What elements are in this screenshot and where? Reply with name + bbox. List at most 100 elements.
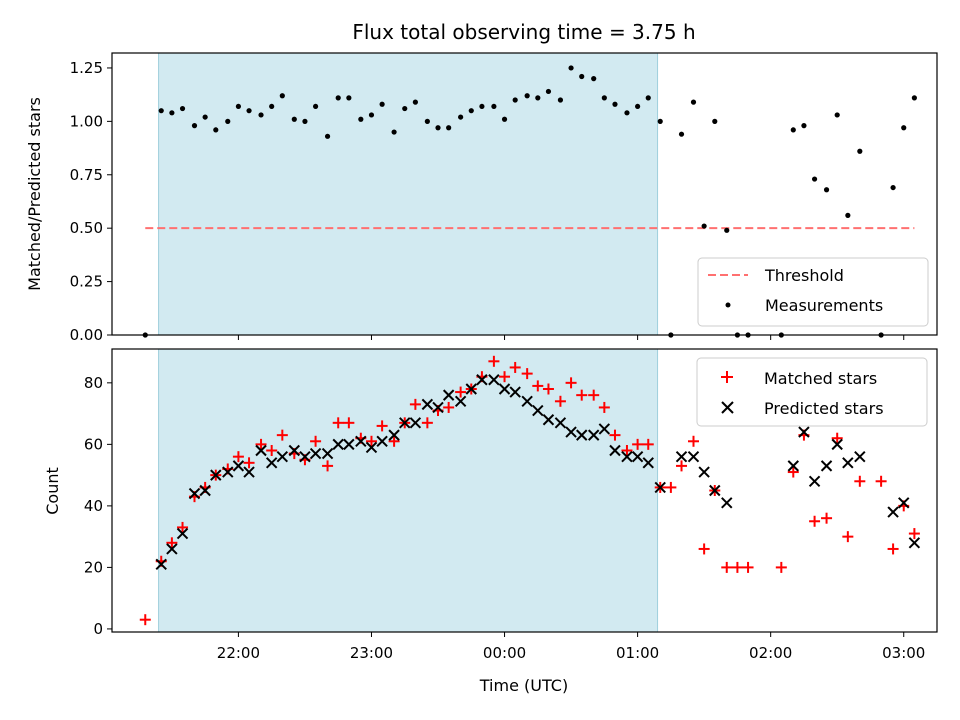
predicted-star-point-10 [265, 457, 278, 469]
matched-star-point-50 [698, 543, 710, 555]
matched-star-point-66 [908, 528, 920, 540]
legend-predicted-swatch [721, 401, 734, 414]
matched-star-point-28 [455, 386, 467, 398]
top-chart-title: Flux total observing time = 3.75 h [352, 20, 695, 44]
bottom-ytick-label-3: 60 [84, 435, 103, 453]
predicted-star-point-24 [421, 398, 434, 411]
predicted-star-point-29 [476, 374, 488, 386]
predicted-star-point-7 [232, 460, 245, 472]
measurement-point-26 [435, 125, 441, 131]
measurement-point-9 [246, 108, 252, 114]
top-legend: Threshold Measurements [697, 257, 929, 327]
predicted-star-point-39 [587, 429, 600, 441]
predicted-star-point-27 [454, 395, 467, 408]
predicted-star-point-18 [355, 435, 367, 447]
predicted-star-point-31 [498, 383, 511, 395]
measurement-point-48 [678, 131, 685, 137]
measurement-point-29 [468, 108, 474, 114]
matched-star-point-12 [276, 429, 288, 441]
measurement-point-33 [512, 97, 518, 103]
bottom-legend: Matched stars Predicted stars [696, 357, 928, 427]
predicted-star-point-53 [808, 475, 821, 487]
matched-star-point-58 [809, 515, 821, 527]
measurement-point-43 [624, 110, 630, 116]
measurement-point-51 [712, 118, 718, 124]
predicted-star-point-43 [631, 450, 644, 463]
predicted-star-point-2 [176, 527, 189, 540]
measurement-point-34 [524, 93, 530, 99]
matched-star-point-8 [232, 451, 244, 463]
predicted-star-point-40 [598, 423, 611, 435]
matched-star-point-18 [343, 417, 355, 429]
bottom-ytick-label-0: 0 [93, 620, 103, 638]
predicted-star-point-19 [365, 441, 378, 454]
matched-star-point-64 [887, 543, 899, 555]
measurement-point-1 [158, 108, 164, 114]
matched-star-point-27 [443, 401, 455, 413]
predicted-star-point-20 [376, 435, 388, 447]
matched-star-point-21 [376, 420, 388, 432]
matched-star-point-17 [332, 417, 344, 429]
predicted-star-point-3 [188, 487, 201, 500]
predicted-star-point-46 [675, 450, 688, 463]
matched-star-point-47 [665, 481, 677, 493]
measurement-point-57 [801, 123, 807, 129]
matched-star-point-53 [731, 561, 743, 573]
measurement-point-66 [911, 95, 917, 101]
matched-star-point-11 [266, 445, 278, 457]
measurement-point-30 [479, 103, 485, 110]
measurement-point-7 [225, 118, 231, 124]
bottom-axes-frame [111, 348, 938, 633]
measurement-point-25 [424, 118, 430, 124]
measurement-point-21 [379, 101, 385, 107]
measurement-point-61 [845, 212, 851, 218]
measurement-point-32 [501, 116, 508, 122]
top-ytick-label-1: 0.25 [70, 273, 103, 291]
measurement-point-35 [535, 95, 541, 101]
matched-star-point-16 [322, 460, 334, 472]
matched-star-point-43 [621, 445, 633, 457]
bottom-ytick-label-2: 40 [84, 497, 103, 515]
predicted-star-point-58 [887, 506, 899, 518]
measurement-point-16 [324, 133, 331, 139]
measurement-point-2 [169, 110, 175, 116]
measurement-point-64 [890, 184, 896, 191]
matched-star-point-24 [409, 398, 421, 410]
matched-star-point-52 [721, 561, 733, 573]
predicted-star-point-54 [820, 460, 833, 472]
top-legend-box [697, 257, 929, 327]
predicted-star-point-34 [532, 404, 544, 417]
measurement-point-46 [657, 118, 663, 124]
matched-star-point-36 [542, 383, 554, 395]
predicted-star-point-26 [442, 389, 455, 401]
measurement-point-19 [358, 116, 364, 122]
predicted-star-point-25 [432, 401, 444, 414]
matched-star-point-42 [609, 429, 621, 441]
predicted-star-point-14 [309, 447, 322, 460]
bottom-x-axis: 22:00 23:00 00:00 01:00 02:00 03:00 [217, 632, 925, 662]
predicted-star-point-36 [554, 417, 567, 429]
measurement-point-44 [635, 103, 641, 110]
top-shaded-span [158, 52, 659, 336]
top-ytick-label-3: 0.75 [70, 166, 103, 184]
measurement-point-13 [291, 116, 297, 122]
matched-star-point-48 [676, 460, 688, 472]
matched-star-point-38 [565, 377, 577, 389]
matched-star-point-20 [365, 435, 377, 447]
measurement-point-38 [568, 65, 574, 71]
predicted-star-point-5 [210, 469, 222, 481]
bottom-y-axis-label: Count [43, 467, 62, 515]
matched-star-point-49 [687, 435, 699, 447]
matched-star-point-61 [842, 531, 854, 543]
predicted-star-point-44 [642, 457, 654, 469]
bottom-shaded-span [158, 348, 659, 633]
measurement-point-4 [191, 123, 198, 129]
xtick-label-5: 03:00 [882, 644, 925, 662]
matched-star-point-2 [166, 537, 178, 549]
predicted-star-point-28 [465, 383, 477, 395]
predicted-star-point-4 [199, 484, 211, 497]
matched-star-point-54 [742, 561, 754, 573]
predicted-star-point-56 [842, 457, 854, 469]
predicted-star-point-49 [709, 484, 721, 497]
measurement-point-40 [591, 76, 597, 82]
